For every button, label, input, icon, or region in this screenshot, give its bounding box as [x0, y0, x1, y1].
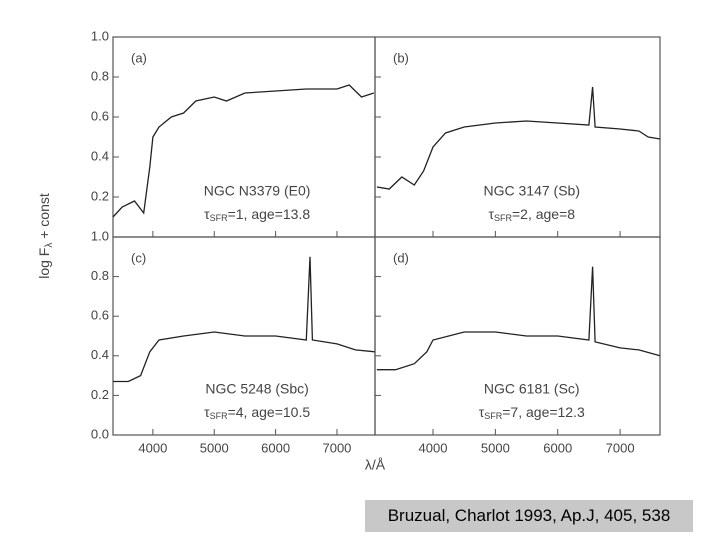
spectrum	[376, 86, 661, 190]
model-params: τSFR=2, age=8	[488, 206, 575, 224]
y-tick-label: 0.2	[91, 387, 109, 402]
param-sub: SFR	[484, 411, 503, 421]
y-label-sub: λ	[44, 243, 55, 248]
panel-label: (b)	[393, 50, 409, 65]
y-tick-label: 0.4	[91, 347, 109, 362]
panel-frame	[374, 236, 661, 436]
param-text: =1, age=13.8	[228, 206, 311, 222]
x-tick-label: 4000	[419, 440, 448, 455]
y-label-rest: + const	[36, 193, 52, 243]
y-tick-label: 0.4	[91, 148, 109, 163]
y-tick-label: 0.6	[91, 108, 109, 123]
model-params: τSFR=4, age=10.5	[204, 404, 310, 422]
spectrum	[112, 84, 375, 218]
x-axis-label: λ/Å	[365, 457, 386, 473]
y-tick-label: 1.0	[91, 28, 109, 43]
param-sub: SFR	[210, 213, 229, 223]
x-tick-label: 6000	[261, 440, 290, 455]
x-tick-label: 6000	[543, 440, 572, 455]
y-axis-label: log Fλ + const	[36, 193, 55, 279]
y-tick-label: 1.0	[91, 228, 109, 243]
spectrum	[113, 256, 376, 383]
y-tick-label: 0.2	[91, 188, 109, 203]
galaxy-name: NGC 6181 (Sc)	[484, 381, 580, 397]
y-tick-label: 0.8	[91, 68, 109, 83]
spectrum	[376, 266, 661, 371]
param-sub: SFR	[494, 213, 513, 223]
model-params: τSFR=7, age=12.3	[479, 404, 585, 422]
param-sub: SFR	[210, 411, 229, 421]
galaxy-name: NGC N3379 (E0)	[204, 183, 311, 199]
x-tick-label: 5000	[200, 440, 229, 455]
param-symbol: τ	[204, 404, 210, 420]
y-tick-label: 0.0	[91, 426, 109, 441]
y-label-main: log F	[36, 248, 52, 279]
panel-label: (a)	[131, 50, 147, 65]
param-text: =4, age=10.5	[228, 404, 311, 420]
galaxy-name: NGC 5248 (Sbc)	[205, 381, 308, 397]
x-tick-label: 4000	[138, 440, 167, 455]
param-symbol: τ	[204, 206, 210, 222]
model-params: τSFR=1, age=13.8	[204, 206, 310, 224]
param-symbol: τ	[479, 404, 485, 420]
y-tick-label: 0.8	[91, 268, 109, 283]
galaxy-name: NGC 3147 (Sb)	[484, 183, 580, 199]
caption: Bruzual, Charlot 1993, Ap.J, 405, 538	[365, 500, 693, 532]
param-symbol: τ	[488, 206, 494, 222]
param-text: =2, age=8	[512, 206, 575, 222]
panel-label: (d)	[393, 250, 409, 265]
param-text: =7, age=12.3	[502, 404, 585, 420]
x-tick-label: 7000	[322, 440, 351, 455]
panel-label: (c)	[131, 250, 146, 265]
x-tick-label: 5000	[481, 440, 510, 455]
x-tick-label: 7000	[606, 440, 635, 455]
y-tick-label: 0.6	[91, 308, 109, 323]
